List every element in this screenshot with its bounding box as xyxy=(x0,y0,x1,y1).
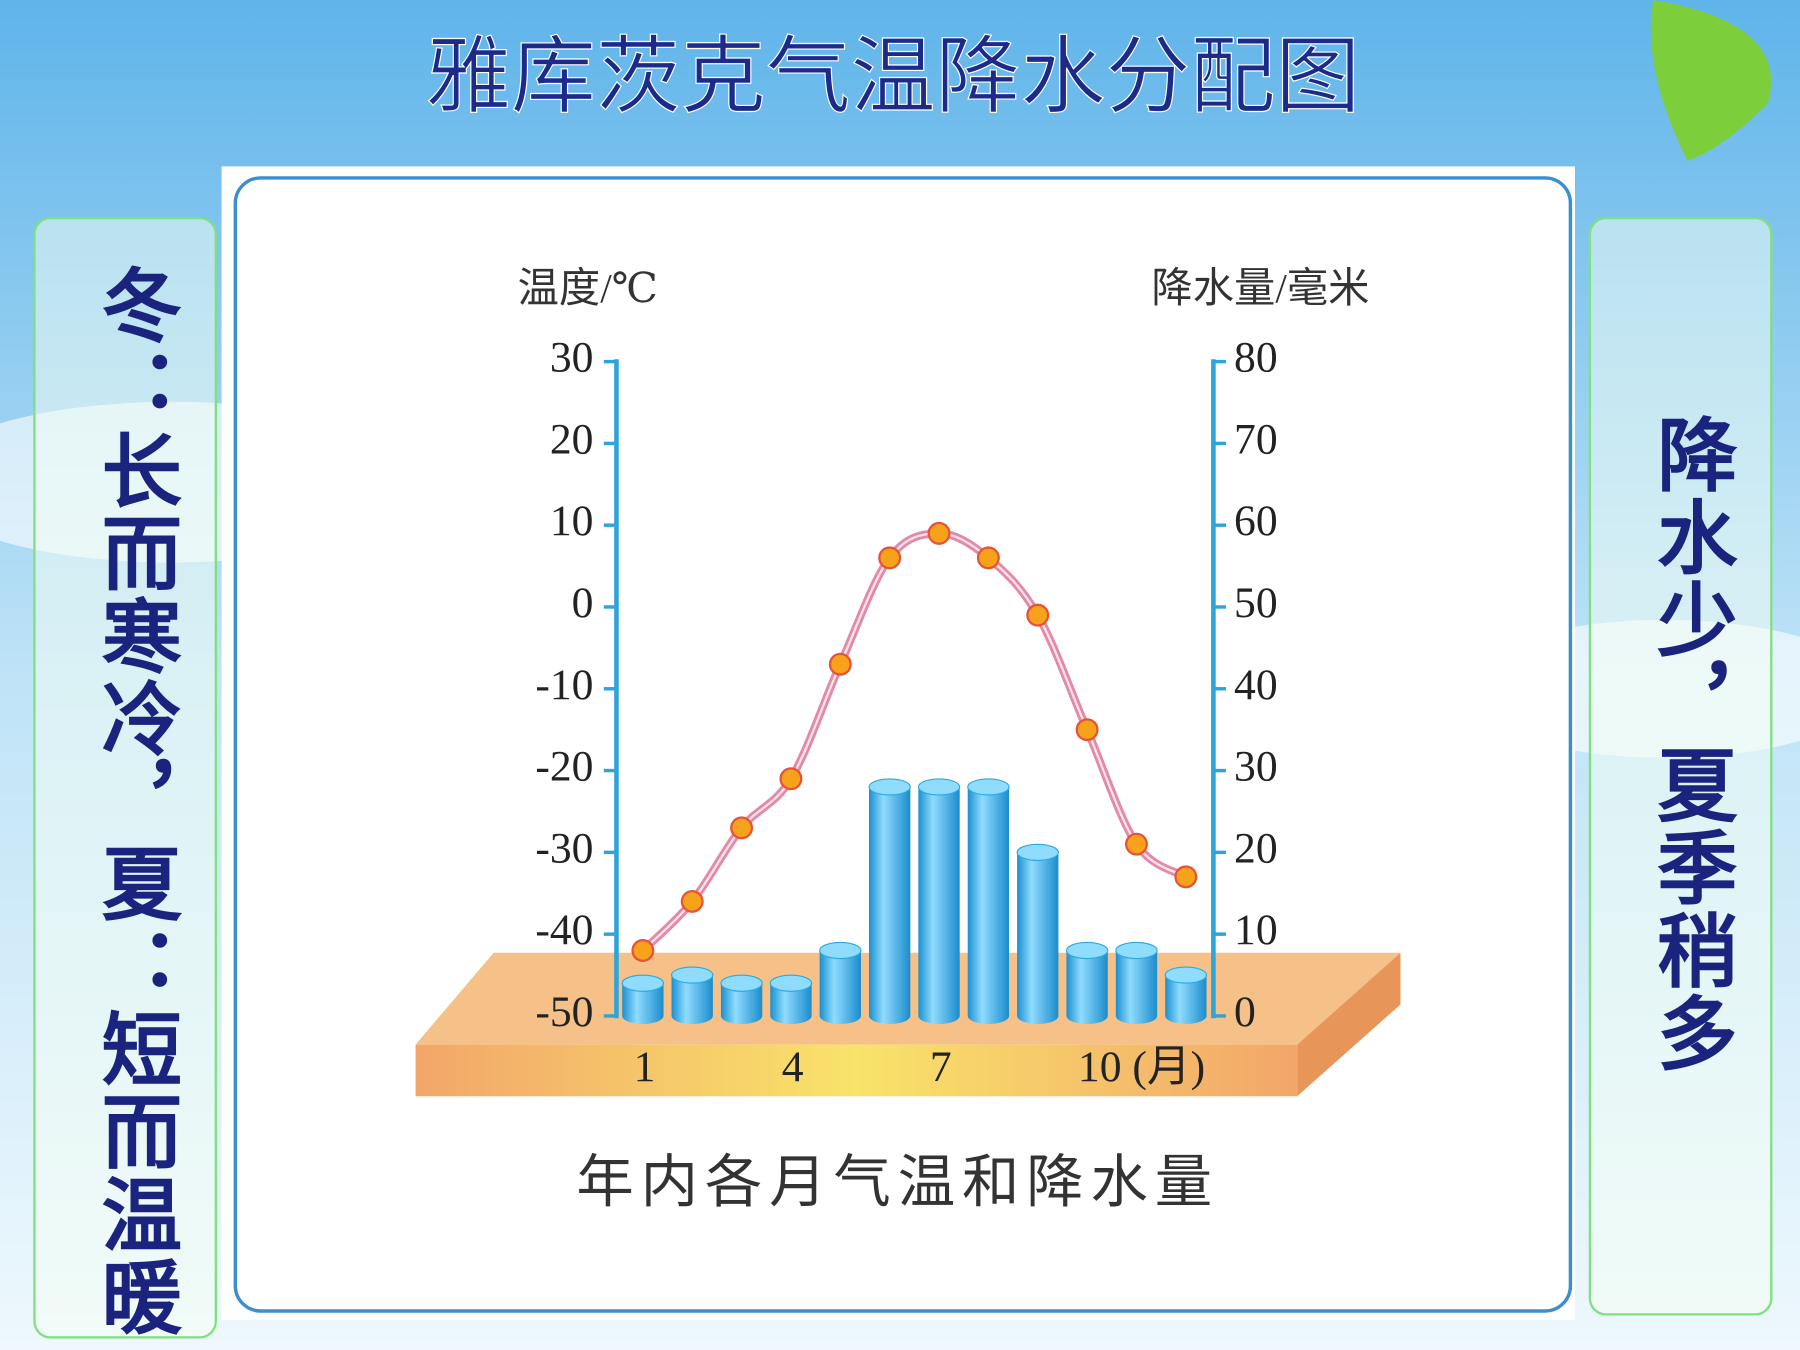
temperature-marker xyxy=(927,521,951,545)
temperature-marker xyxy=(1026,603,1050,627)
chart-caption: 年内各月气温和降水量 xyxy=(576,1151,1219,1214)
bar xyxy=(1115,942,1158,1024)
temperature-marker xyxy=(1075,718,1099,742)
y2-tick-label: 40 xyxy=(1234,661,1278,709)
leaf xyxy=(1650,0,1772,161)
bar xyxy=(918,778,960,1024)
bar xyxy=(819,942,861,1024)
y2-tick-label: 50 xyxy=(1234,579,1278,627)
bar-top xyxy=(1115,941,1158,960)
bar xyxy=(1017,844,1059,1024)
bar-top xyxy=(1164,966,1208,984)
temperature-marker xyxy=(1125,832,1148,856)
y2-tick-label: 80 xyxy=(1234,334,1278,382)
bar-top xyxy=(769,974,813,992)
y-axis-label: 温度/℃ xyxy=(518,265,658,311)
slab-side xyxy=(1297,952,1401,1097)
slide-title: 雅库茨克气温降水分配图 xyxy=(426,31,1360,125)
bar-top xyxy=(1065,941,1109,960)
y2-tick-label: 20 xyxy=(1234,824,1278,872)
y2-tick-label: 10 xyxy=(1234,906,1278,954)
card-border xyxy=(233,176,1573,1313)
y-tick-label: 20 xyxy=(550,415,594,463)
temperature-marker xyxy=(828,652,852,676)
temperature-marker xyxy=(779,767,803,791)
bar xyxy=(967,778,1010,1024)
y2-tick-label: 30 xyxy=(1234,743,1278,791)
x-tick-label: 7 xyxy=(930,1043,952,1091)
y2-axis-label: 降水量/毫米 xyxy=(1151,265,1369,311)
y2-tick-label: 70 xyxy=(1234,415,1278,463)
y-tick-label: 10 xyxy=(550,497,594,545)
bar-top xyxy=(621,974,665,992)
temperature-marker xyxy=(730,816,754,840)
y-tick-label: 30 xyxy=(550,334,594,382)
bar-top xyxy=(967,778,1010,796)
x-tick-label: 4 xyxy=(782,1043,804,1091)
left-scroll xyxy=(33,216,217,1339)
y2-tick-label: 0 xyxy=(1234,988,1256,1036)
temperature-marker xyxy=(680,889,704,913)
bar xyxy=(1066,942,1108,1024)
bar-top xyxy=(720,974,763,992)
bar-top xyxy=(819,941,862,960)
y-tick-label: -10 xyxy=(535,661,593,709)
temperature-marker xyxy=(976,546,1000,570)
left-note: 冬：长而寒冷，夏：短而温暖 xyxy=(90,264,182,1338)
x-tick-label: 1 xyxy=(634,1043,656,1091)
bar-top xyxy=(917,778,961,796)
y-tick-label: -50 xyxy=(535,988,593,1036)
bar-top xyxy=(1016,843,1059,861)
temperature-marker xyxy=(631,939,655,962)
y2-tick-label: 60 xyxy=(1234,497,1278,545)
bar-top xyxy=(670,966,714,984)
slab-front xyxy=(415,1044,1298,1097)
temperature-marker xyxy=(878,546,902,570)
x-tick-label: 10 (月) xyxy=(1078,1043,1205,1091)
y-tick-label: -40 xyxy=(535,906,593,954)
bar xyxy=(869,778,911,1024)
temperature-marker xyxy=(1174,865,1198,889)
y-tick-label: -30 xyxy=(535,824,593,872)
right-note: 降水少，夏季稍多 xyxy=(1645,413,1737,1074)
card xyxy=(221,166,1575,1321)
bar-top xyxy=(868,778,911,796)
right-scroll xyxy=(1588,216,1773,1316)
y-tick-label: -20 xyxy=(535,743,593,791)
y-tick-label: 0 xyxy=(572,579,594,627)
